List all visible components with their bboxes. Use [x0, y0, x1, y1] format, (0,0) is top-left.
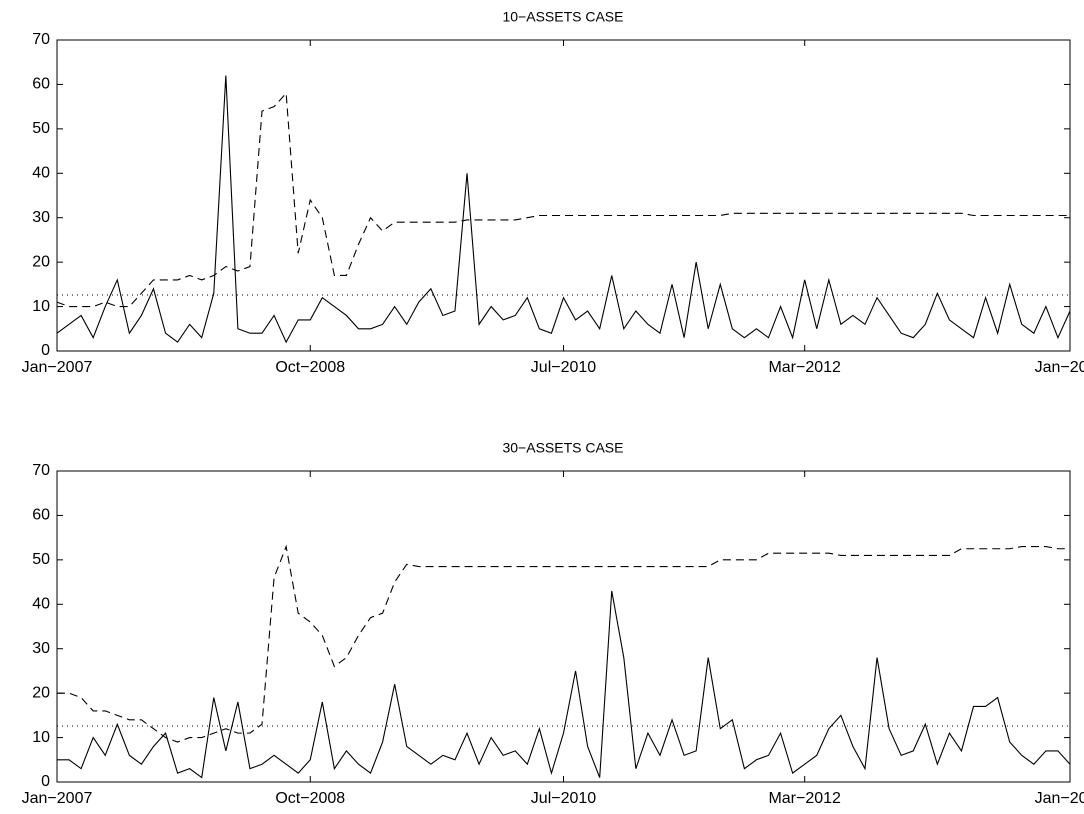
x-tick-label: Mar−2012: [768, 359, 841, 376]
y-tick-label: 60: [32, 507, 50, 524]
series-line: [57, 590, 1071, 779]
y-tick-label: 50: [32, 120, 50, 137]
series-line: [56, 91, 1070, 308]
y-tick-label: 70: [32, 31, 50, 48]
y-tick-label: 50: [32, 551, 50, 568]
plot-frame: [56, 39, 1071, 352]
series-line: [57, 544, 1070, 743]
y-tick-label: 10: [32, 298, 50, 315]
y-tick-label: 0: [41, 773, 50, 790]
chart-title: 10−ASSETS CASE: [502, 9, 623, 25]
x-tick-label: Jul−2010: [531, 790, 596, 807]
x-tick-label: Oct−2008: [275, 790, 345, 807]
x-tick-label: Oct−2008: [275, 359, 345, 376]
y-tick-label: 30: [32, 640, 50, 657]
y-tick-label: 20: [32, 684, 50, 701]
x-tick-label: Jul−2010: [531, 359, 596, 376]
y-tick-label: 60: [32, 76, 50, 93]
y-tick-label: 70: [32, 462, 50, 479]
y-tick-label: 40: [32, 596, 50, 613]
x-tick-label: Jan−2007: [22, 359, 93, 376]
chart-title: 30−ASSETS CASE: [502, 440, 623, 456]
y-tick-label: 0: [41, 342, 50, 359]
x-tick-label: Mar−2012: [768, 790, 841, 807]
y-tick-label: 20: [32, 253, 50, 270]
series-line: [56, 75, 1071, 344]
y-tick-label: 30: [32, 209, 50, 226]
y-tick-label: 10: [32, 729, 50, 746]
x-tick-label: Jan−2014: [1035, 359, 1084, 376]
y-tick-label: 40: [32, 165, 50, 182]
plot-frame: [56, 470, 1071, 783]
x-tick-label: Jan−2014: [1035, 790, 1084, 807]
x-tick-label: Jan−2007: [22, 790, 93, 807]
